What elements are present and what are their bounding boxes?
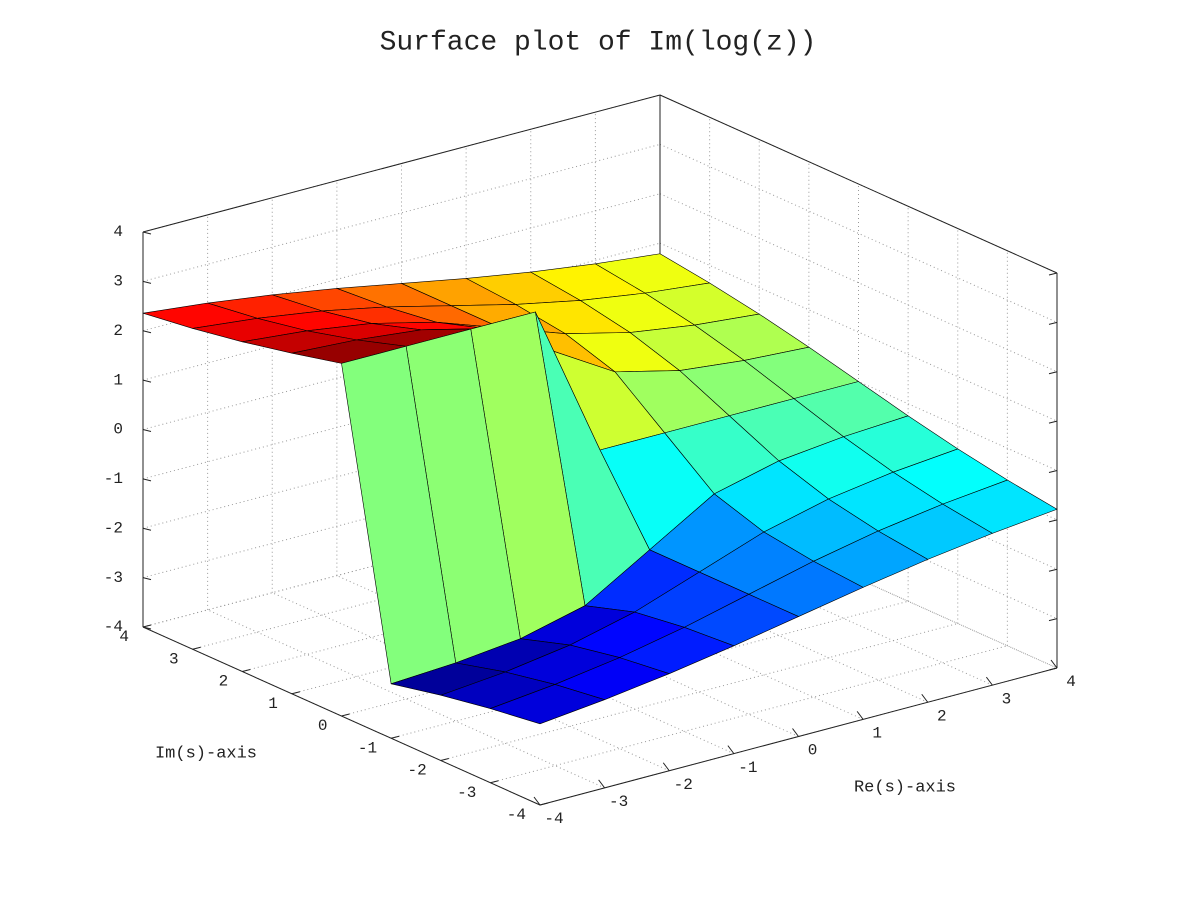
surface-face xyxy=(490,684,605,725)
z-tick-label: 0 xyxy=(113,421,123,439)
z-tick xyxy=(142,330,152,334)
z-tick xyxy=(1048,470,1058,473)
y-tick xyxy=(192,646,201,650)
y-tick-label: 2 xyxy=(219,673,229,691)
y-tick xyxy=(341,713,350,717)
x-tick-label: -4 xyxy=(544,810,563,828)
z-tick xyxy=(142,577,152,581)
x-tick-label: -3 xyxy=(609,793,628,811)
x-tick xyxy=(792,728,799,737)
z-tick xyxy=(1048,519,1058,523)
grid-line xyxy=(272,592,670,772)
x-tick xyxy=(856,711,864,720)
grid-line xyxy=(659,242,1058,422)
z-tick xyxy=(1048,667,1058,671)
z-tick-label: 2 xyxy=(113,322,123,340)
z-tick xyxy=(142,231,152,235)
y-tick xyxy=(391,735,400,739)
axis-edge xyxy=(142,94,661,233)
x-tick xyxy=(921,693,929,703)
grid-line xyxy=(595,506,993,686)
z-tick-label: -4 xyxy=(104,618,123,636)
axis-edge xyxy=(659,94,1058,274)
y-tick-label: 3 xyxy=(169,650,179,668)
x-tick xyxy=(598,779,606,789)
z-tick-label: -3 xyxy=(104,569,123,587)
x-tick-label: 1 xyxy=(872,725,882,743)
z-tick-label: 4 xyxy=(113,223,123,241)
grid-line xyxy=(659,193,1058,373)
z-tick xyxy=(142,626,152,630)
grid-line xyxy=(336,575,735,755)
x-tick xyxy=(1050,659,1058,669)
z-tick xyxy=(142,527,152,531)
grid-line xyxy=(465,540,864,720)
z-tick xyxy=(142,429,152,432)
z-tick-label: 1 xyxy=(113,371,123,389)
y-tick-label: 1 xyxy=(268,695,278,713)
y-tick xyxy=(291,691,300,695)
x-tick-label: -2 xyxy=(674,776,693,794)
grid-line xyxy=(207,609,605,789)
y-tick-label: -1 xyxy=(358,739,377,757)
x-tick-label: 3 xyxy=(1002,690,1012,708)
x-tick-label: 0 xyxy=(808,742,818,760)
y-axis-label: Im(s)-axis xyxy=(155,744,257,763)
y-tick xyxy=(539,802,549,806)
z-tick-label: -1 xyxy=(104,470,123,488)
y-tick-label: -4 xyxy=(507,806,526,824)
z-tick xyxy=(1048,371,1058,375)
chart-title: Surface plot of Im(log(z)) xyxy=(380,27,817,58)
y-tick-label: 4 xyxy=(119,628,129,646)
z-tick xyxy=(1048,420,1058,424)
x-tick xyxy=(662,762,670,772)
y-tick-label: 0 xyxy=(318,717,328,735)
z-tick xyxy=(1048,568,1058,572)
z-tick xyxy=(142,478,152,482)
y-tick xyxy=(142,624,152,628)
z-tick-label: -2 xyxy=(104,519,123,537)
x-tick xyxy=(533,796,541,806)
z-tick xyxy=(1048,321,1058,325)
x-axis-label: Re(s)-axis xyxy=(854,778,956,797)
grid-line xyxy=(659,489,1058,669)
y-tick xyxy=(490,780,499,784)
x-tick-label: -1 xyxy=(738,759,757,777)
x-tick xyxy=(985,676,993,686)
y-tick-label: -3 xyxy=(457,784,476,802)
x-tick-label: 2 xyxy=(937,707,947,725)
grid-line xyxy=(659,143,1058,323)
z-tick-label: 3 xyxy=(113,273,123,291)
y-tick xyxy=(242,669,251,672)
z-tick xyxy=(142,379,152,383)
z-tick xyxy=(1048,272,1058,276)
z-tick xyxy=(142,280,152,284)
y-tick xyxy=(440,758,449,761)
z-tick xyxy=(1048,618,1058,622)
x-tick-label: 4 xyxy=(1066,673,1076,691)
x-tick xyxy=(727,745,735,754)
grid-line xyxy=(401,558,799,737)
y-tick-label: -2 xyxy=(408,762,427,780)
grid-line xyxy=(530,523,928,703)
